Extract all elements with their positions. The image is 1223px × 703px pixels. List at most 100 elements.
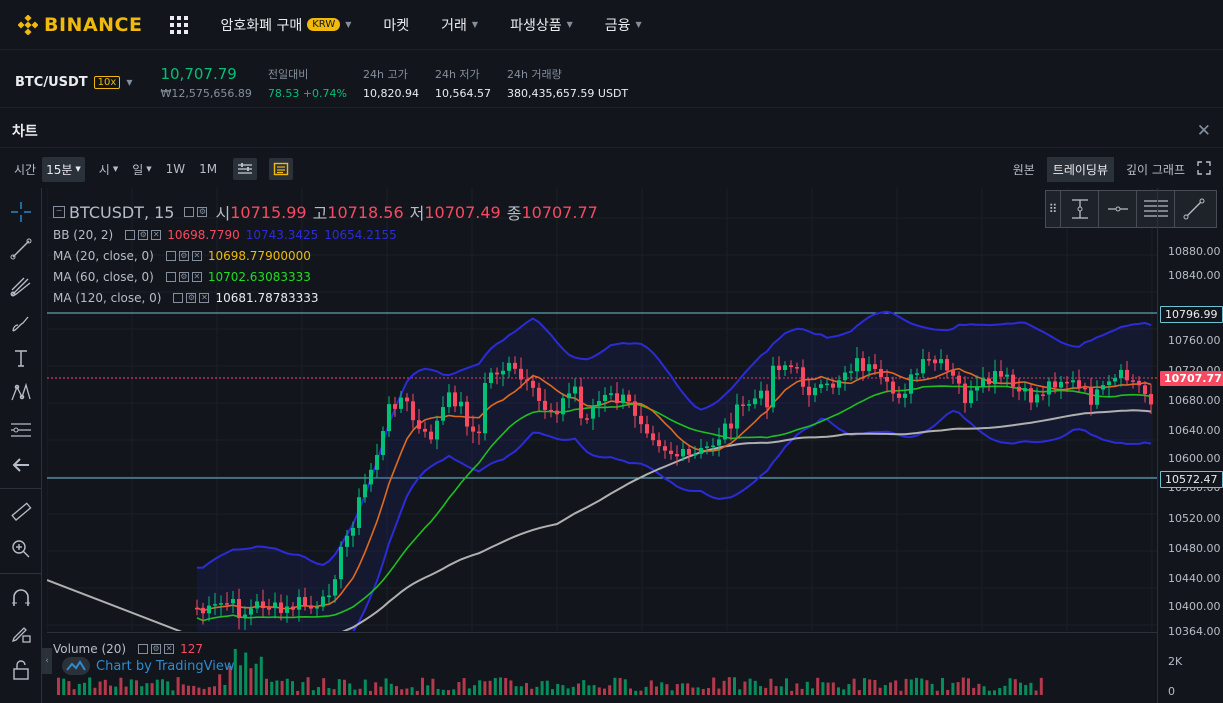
ruler-icon[interactable]: [9, 500, 33, 524]
candle-body: [393, 404, 397, 409]
close-icon[interactable]: ✕: [191, 250, 202, 261]
measure-lines-icon[interactable]: [9, 418, 33, 442]
volume-bar: [545, 680, 549, 695]
candle-body: [447, 392, 451, 408]
gear-icon[interactable]: ⚙: [178, 271, 189, 282]
nav-item-buy-crypto[interactable]: 암호화폐 구매 KRW ▼: [220, 15, 351, 35]
candle-body: [1083, 387, 1087, 390]
price-chart[interactable]: [47, 188, 1157, 631]
legend-high-label: 고: [312, 204, 328, 223]
volume-bar: [561, 685, 565, 695]
close-icon[interactable]: ✕: [191, 271, 202, 282]
gear-icon[interactable]: ⚙: [186, 292, 197, 303]
gear-icon[interactable]: ⚙: [178, 250, 189, 261]
text-icon[interactable]: [9, 346, 33, 370]
volume-bar: [462, 678, 466, 695]
interval-day[interactable]: 일 ▼: [132, 161, 151, 178]
collapse-pane-icon[interactable]: ‹: [42, 648, 52, 674]
eye-icon[interactable]: [173, 292, 184, 303]
trend-line-tool-icon[interactable]: [1174, 191, 1212, 227]
candle-body: [957, 375, 961, 384]
nav-item-markets[interactable]: 마켓: [383, 15, 409, 35]
candle-body: [399, 397, 403, 409]
chevron-down-icon: ▼: [345, 20, 352, 29]
chevron-down-icon[interactable]: ▼: [126, 78, 133, 87]
candle-body: [1125, 369, 1129, 381]
fullscreen-icon[interactable]: [1197, 160, 1211, 178]
gear-icon[interactable]: ⚙: [151, 644, 162, 654]
gear-icon[interactable]: ⚙: [138, 229, 149, 240]
candle-body: [891, 381, 895, 394]
zoom-in-icon[interactable]: [9, 537, 33, 561]
eye-icon[interactable]: [125, 229, 136, 240]
candle-body: [867, 364, 871, 371]
legend-ma60-row: MA (60, close, 0) ⚙ ✕ 10702.63083333: [53, 266, 598, 287]
drag-handle-icon[interactable]: ⠿: [1048, 202, 1058, 216]
eye-icon[interactable]: [138, 644, 149, 654]
volume-bar: [941, 678, 944, 695]
lock-icon[interactable]: [9, 658, 33, 682]
pitchfork-icon[interactable]: [9, 274, 33, 298]
close-icon[interactable]: ✕: [164, 644, 175, 654]
view-tradingview[interactable]: 트레이딩뷰: [1046, 156, 1114, 182]
binance-diamond-icon: [18, 14, 38, 35]
trend-line-icon[interactable]: [9, 237, 33, 261]
gear-icon[interactable]: ⚙: [197, 207, 208, 217]
high-value: 10,820.94: [362, 86, 419, 100]
interval-15m[interactable]: 15분 ▼: [42, 156, 85, 182]
candle-body: [999, 371, 1003, 377]
interval-hour[interactable]: 시 ▼: [99, 161, 118, 178]
interval-1m[interactable]: 1M: [199, 162, 217, 176]
eye-icon[interactable]: [184, 207, 195, 217]
brush-icon[interactable]: [9, 311, 33, 335]
candle-body: [1011, 374, 1015, 387]
lock-drawings-pencil-icon[interactable]: [9, 621, 33, 645]
magnet-icon[interactable]: [9, 586, 33, 610]
pair-name[interactable]: BTC/USDT: [15, 75, 88, 90]
volume-bar: [124, 686, 128, 695]
legend-close-value: 10707.77: [521, 202, 598, 222]
interval-1w[interactable]: 1W: [166, 162, 186, 176]
candle-body: [249, 608, 253, 615]
eye-icon[interactable]: [165, 250, 176, 261]
nav-item-finance[interactable]: 금융 ▼: [605, 15, 642, 35]
candle-body: [885, 377, 889, 382]
eye-icon[interactable]: [165, 271, 176, 282]
nav-item-trade[interactable]: 거래 ▼: [441, 15, 478, 35]
nav-item-derivatives[interactable]: 파생상품 ▼: [510, 15, 573, 35]
nav-item-label: 거래: [441, 17, 467, 34]
collapse-icon[interactable]: −: [53, 206, 65, 218]
volume-bar: [306, 677, 310, 695]
close-icon[interactable]: ✕: [1196, 120, 1211, 141]
binance-logo[interactable]: BINANCE: [18, 14, 142, 36]
divider: [0, 573, 42, 574]
volume-value: 127: [180, 642, 203, 656]
candle-body: [429, 431, 433, 440]
price-axis[interactable]: 10880.0010840.0010760.0010720.0010680.00…: [1157, 188, 1223, 703]
volume-bar: [909, 679, 913, 695]
ma60-value: 10702.63083333: [207, 269, 311, 284]
apps-grid-icon[interactable]: [170, 15, 189, 34]
parallel-lines-tool-icon[interactable]: [1136, 191, 1174, 227]
crosshair-icon[interactable]: [9, 200, 33, 224]
close-icon[interactable]: ✕: [199, 292, 210, 303]
tradingview-cloud-icon: [62, 657, 90, 675]
candle-body: [585, 418, 589, 420]
nav-item-label: 암호화폐 구매: [220, 17, 303, 34]
indicator-settings-icon[interactable]: [233, 158, 258, 180]
close-icon[interactable]: ✕: [151, 229, 162, 240]
view-original[interactable]: 원본: [1012, 162, 1035, 177]
horizontal-ray-tool-icon[interactable]: [1098, 191, 1136, 227]
tradingview-branding[interactable]: Chart by TradingView: [62, 657, 234, 675]
pattern-icon[interactable]: [9, 381, 33, 405]
view-depth[interactable]: 깊이 그래프: [1125, 162, 1185, 177]
volume-pane[interactable]: [47, 632, 1157, 698]
alert-line-high-label: 10796.99: [1160, 306, 1223, 323]
volume-bar: [831, 682, 835, 695]
price-range-tool-icon[interactable]: [1060, 191, 1098, 227]
candle-body: [819, 384, 823, 388]
volume-bar: [982, 686, 986, 695]
indicators-list-icon[interactable]: [269, 158, 294, 180]
arrow-left-icon[interactable]: [9, 453, 33, 477]
high-label: 24h 고가: [362, 67, 408, 81]
